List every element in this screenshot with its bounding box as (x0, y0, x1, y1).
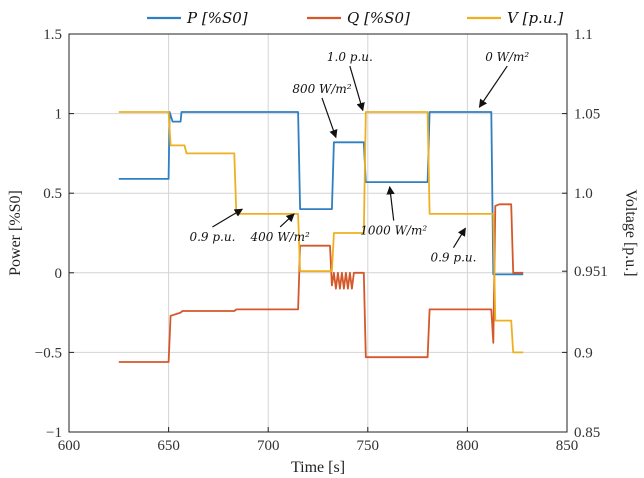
x-tick-label: 750 (357, 438, 380, 454)
y-right-tick-label: 0.9 (574, 345, 593, 361)
series-line (118, 111, 524, 354)
annotation-arrow (386, 185, 395, 221)
y-left-axis-title: Power [%S0] (7, 190, 24, 276)
annotation-label: 0.9 p.u. (430, 251, 476, 265)
x-tick-label: 850 (556, 438, 579, 454)
plot-frame (68, 33, 568, 433)
series-line (118, 111, 524, 276)
x-axis-title: Time [s] (291, 459, 345, 476)
annotation-label: 0.9 p.u. (189, 230, 235, 244)
annotation-label: 0 W/m² (485, 50, 529, 64)
axis-titles: Time [s] Power [%S0] Voltage [p.u.] (7, 189, 639, 476)
y-right-tick-label: 1.0 (574, 186, 593, 202)
y-right-tick-label: 1.05 (574, 107, 600, 123)
annotation-arrow (212, 208, 244, 228)
x-tick-label: 600 (58, 438, 81, 454)
annotation-arrow (279, 213, 295, 228)
annotation-label: 800 W/m² (292, 82, 351, 96)
legend: P [%S0] Q [%S0] V [p.u.] (147, 9, 563, 27)
series-line (118, 203, 524, 363)
legend-label: Q [%S0] (347, 9, 410, 27)
annotation-arrow (349, 65, 365, 112)
y-right-tick-label: 0.951 (574, 264, 608, 280)
y-right-tick-label: 1.1 (574, 27, 593, 43)
x-tick-label: 700 (257, 438, 280, 454)
legend-label: P [%S0] (186, 9, 248, 27)
annotation-arrow (452, 227, 466, 248)
annotation-arrow (321, 97, 338, 139)
annotations: 1.0 p.u. 0 W/m² 800 W/m² 0.9 p.u. 400 W/m² 10… (189, 50, 529, 265)
annotation-label: 1.0 p.u. (327, 50, 373, 64)
y-left-tick-label: −0.5 (35, 345, 62, 361)
x-tick-label: 650 (157, 438, 180, 454)
ticks: 600 650 700 750 800 850 −1 −0.5 0 0.5 1 1.5 0.85 0.9 0… (35, 27, 608, 454)
x-tick-label: 800 (456, 438, 479, 454)
series-layer (118, 111, 524, 363)
y-left-tick-label: −1 (46, 425, 62, 441)
y-left-tick-label: 0 (55, 266, 63, 282)
y-left-tick-label: 0.5 (43, 186, 62, 202)
y-right-tick-label: 0.85 (574, 425, 600, 441)
legend-label: V [p.u.] (507, 9, 563, 27)
annotation-label: 400 W/m² (250, 230, 310, 244)
y-left-tick-label: 1 (55, 107, 63, 123)
y-right-axis-title: Voltage [p.u.] (622, 189, 639, 276)
y-left-tick-label: 1.5 (43, 27, 62, 43)
annotation-arrow (478, 65, 508, 108)
annotation-label: 1000 W/m² (360, 224, 427, 238)
